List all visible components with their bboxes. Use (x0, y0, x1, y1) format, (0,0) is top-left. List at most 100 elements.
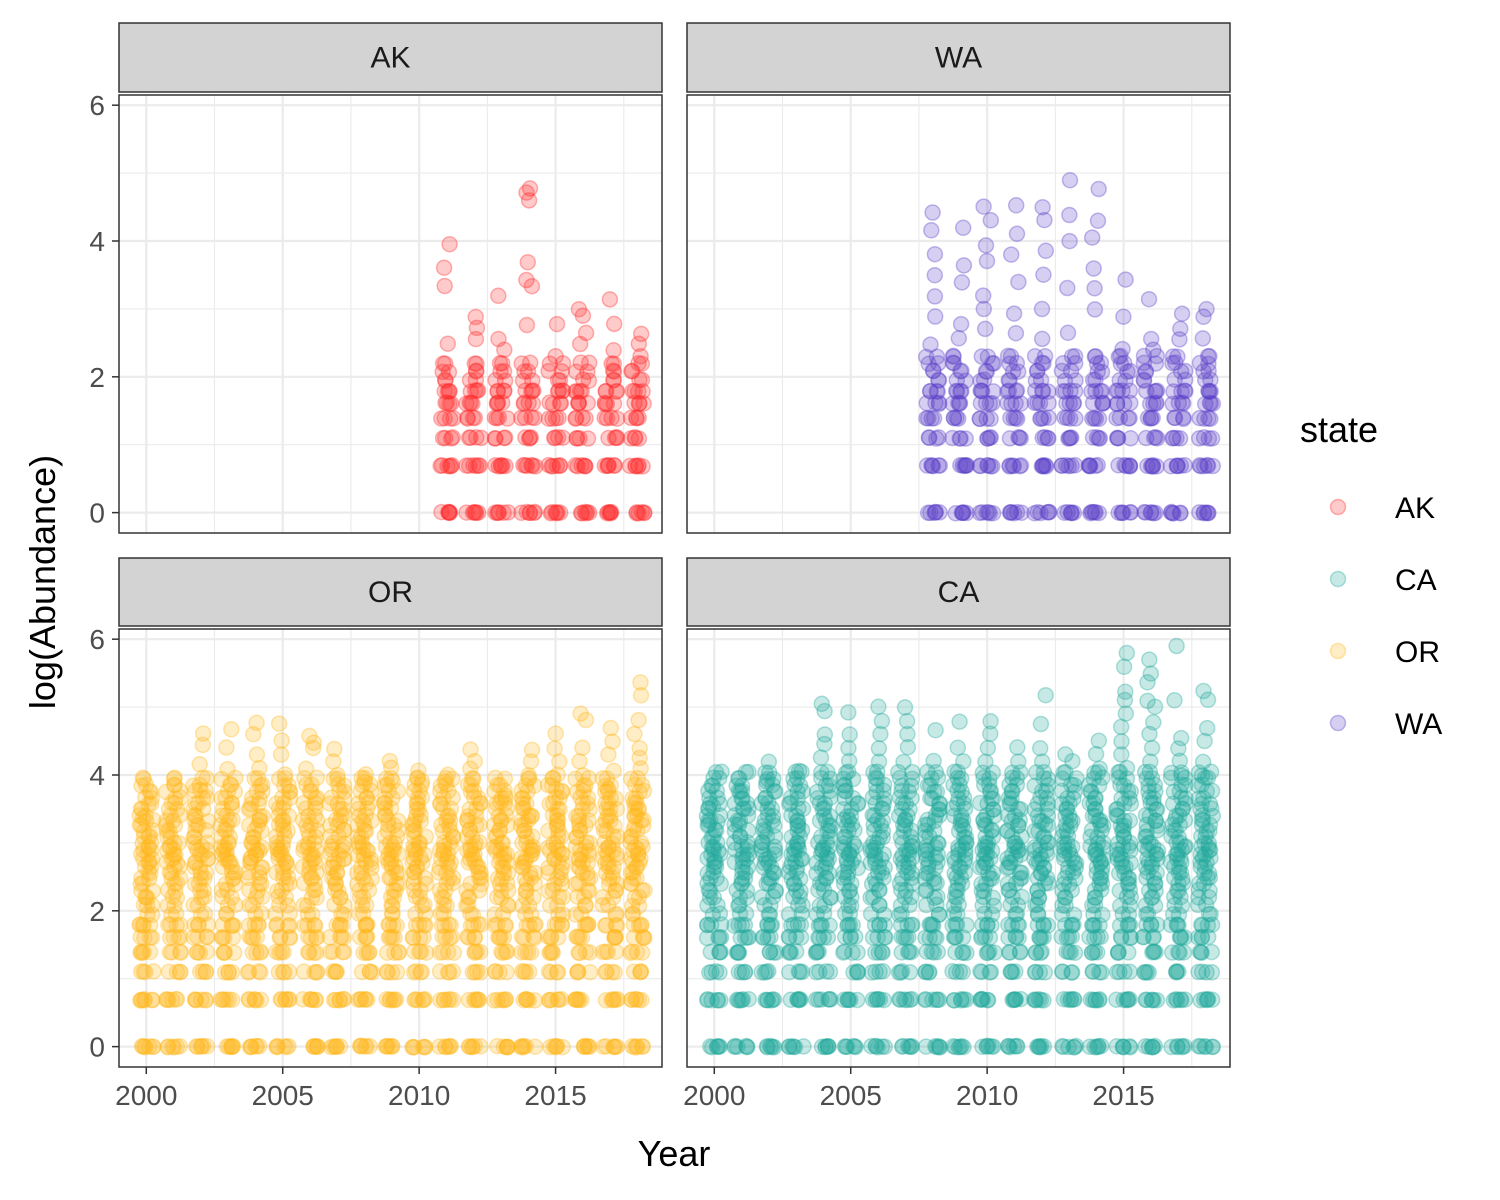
data-point (384, 773, 401, 790)
data-point (954, 457, 971, 474)
data-point (441, 395, 458, 413)
data-point (268, 916, 286, 933)
data-point (137, 888, 154, 905)
data-point (281, 929, 299, 947)
data-point (551, 457, 568, 475)
data-point (462, 383, 480, 400)
data-point (299, 822, 317, 840)
data-point (598, 504, 616, 522)
data-point (1037, 242, 1055, 260)
data-point (307, 991, 324, 1009)
data-point (520, 430, 538, 447)
data-point (926, 308, 944, 325)
data-point (1060, 457, 1078, 475)
data-point (197, 992, 215, 1009)
data-point (142, 795, 160, 813)
data-point (296, 917, 313, 934)
data-point (324, 869, 341, 887)
data-point (158, 853, 176, 871)
data-point (268, 864, 285, 881)
data-point (526, 503, 544, 521)
data-point (1115, 658, 1133, 676)
data-point (1171, 331, 1188, 348)
data-point (570, 394, 587, 412)
data-point (221, 828, 239, 846)
data-point (1199, 457, 1217, 475)
data-point (225, 917, 243, 934)
data-point (1120, 944, 1137, 961)
data-point (134, 835, 151, 852)
data-point (1116, 456, 1133, 474)
data-point (1035, 409, 1052, 427)
data-point (167, 790, 184, 807)
data-point (952, 456, 969, 474)
data-point (1191, 354, 1209, 372)
data-point (460, 457, 478, 474)
data-point (1004, 363, 1022, 380)
data-point (516, 456, 534, 474)
data-point (270, 807, 288, 825)
data-point (605, 342, 622, 359)
data-point (1139, 409, 1157, 427)
data-point (605, 1038, 623, 1055)
data-point (1089, 363, 1107, 380)
data-point (608, 429, 626, 447)
data-point (140, 838, 157, 855)
data-point (921, 382, 939, 400)
data-point (978, 252, 996, 270)
data-point (848, 963, 866, 980)
data-point (435, 259, 453, 276)
data-point (1090, 410, 1108, 428)
data-point (247, 1037, 264, 1055)
data-point (1003, 395, 1020, 413)
data-point (513, 355, 530, 372)
data-point (1204, 1038, 1222, 1055)
data-point (948, 383, 966, 400)
data-point (164, 812, 182, 830)
legend-key (1329, 570, 1347, 588)
data-point (945, 991, 963, 1009)
data-point (947, 505, 964, 522)
data-point (267, 905, 284, 923)
data-point (198, 841, 215, 859)
data-point (978, 410, 995, 427)
data-point (140, 839, 158, 856)
data-point (1165, 383, 1182, 400)
data-point (546, 429, 564, 446)
data-point (197, 991, 214, 1008)
data-point (622, 430, 640, 447)
data-point (577, 410, 594, 427)
data-point (543, 503, 561, 521)
data-point (1063, 964, 1080, 981)
data-point (197, 963, 215, 980)
data-point (1034, 457, 1052, 475)
data-point (131, 916, 148, 933)
data-point (309, 1038, 326, 1056)
data-point (440, 504, 458, 521)
data-point (335, 990, 353, 1008)
data-point (1144, 458, 1162, 475)
data-point (142, 834, 160, 851)
data-point (753, 964, 770, 981)
y-tick-label: 0 (89, 498, 105, 529)
data-point (164, 1038, 181, 1056)
data-point (467, 308, 484, 326)
data-point (133, 845, 150, 863)
data-point (433, 410, 450, 427)
data-point (135, 963, 152, 980)
data-point (219, 897, 237, 914)
data-point (1081, 1038, 1099, 1056)
data-point (246, 821, 264, 839)
data-point (549, 429, 567, 446)
data-point (135, 917, 152, 934)
data-point (442, 457, 460, 475)
data-point (442, 430, 460, 447)
data-point (984, 457, 1001, 475)
data-point (244, 829, 262, 846)
data-point (572, 354, 589, 371)
data-point (241, 881, 258, 899)
data-point (1142, 457, 1160, 475)
data-point (526, 409, 543, 427)
data-point (305, 944, 323, 962)
